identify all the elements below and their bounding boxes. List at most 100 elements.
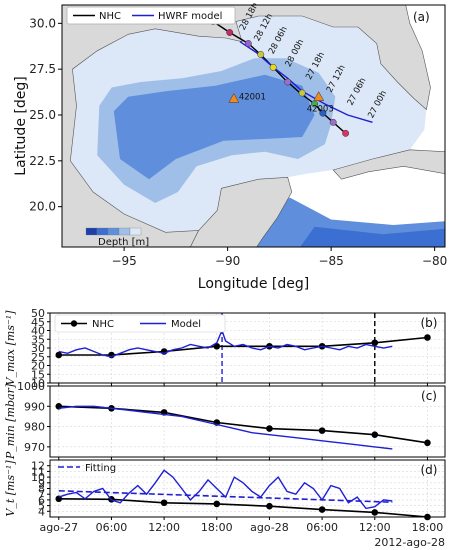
- colorbar-segment: [107, 227, 120, 236]
- buoy-label: 42001: [239, 93, 266, 103]
- buoy-marker: [228, 92, 240, 103]
- legend-b-nhc-label: NHC: [92, 319, 114, 330]
- ytick-label: 5: [38, 500, 45, 513]
- xtick-label: ago-27: [39, 521, 78, 534]
- legend-nhc-label: NHC: [99, 11, 121, 22]
- ytick-label: 6: [38, 494, 45, 507]
- xtick-label: 06:00: [96, 521, 128, 534]
- panel-label: (b): [421, 316, 438, 330]
- legend-panel-d: Fitting: [58, 463, 116, 474]
- ytick-label: 9: [38, 477, 45, 490]
- depth-label: Depth [m]: [98, 237, 149, 248]
- track-point: [298, 89, 306, 97]
- ytick-label: 970: [24, 441, 45, 454]
- track-point: [319, 109, 327, 117]
- ytick-label: 20: [31, 360, 45, 373]
- series-nhc-line: [58, 498, 428, 518]
- map-ytick-label: 22.5: [29, 154, 56, 168]
- xtick-label: ago-28: [250, 521, 289, 534]
- series-nhc-point: [371, 339, 379, 347]
- track-point: [257, 51, 265, 58]
- ytick-label: 11: [31, 465, 45, 478]
- ytick-label: 40: [31, 325, 45, 338]
- map-xtick-label: −95: [111, 254, 136, 268]
- map-ylabel: Latitude [deg]: [13, 76, 29, 175]
- colorbar-segment: [129, 227, 142, 236]
- colorbar-segment: [96, 227, 109, 236]
- series-fitting-line: [58, 490, 393, 503]
- xtick-label: 12:00: [359, 521, 391, 534]
- ytick-label: 990: [24, 400, 45, 413]
- depth-colorbar: Depth [m]: [85, 227, 149, 248]
- map-ytick-label: 27.5: [29, 62, 56, 76]
- series-nhc-line: [58, 336, 428, 356]
- land-yucatan: [190, 176, 293, 247]
- series-nhc-point: [371, 509, 379, 516]
- panel-label: (d): [421, 463, 438, 477]
- ytick-label: 50: [31, 307, 45, 320]
- ytick-label: 7: [38, 488, 45, 501]
- map-panel-label: (a): [413, 10, 430, 24]
- legend-d-fitting-label: Fitting: [85, 463, 116, 474]
- map-xlabel: Longitude [deg]: [198, 276, 309, 292]
- ytick-label: 30: [31, 342, 45, 355]
- series-nhc-point: [266, 425, 273, 432]
- ytick-label: 15: [31, 368, 45, 381]
- x-offset-label: 2012-ago-28: [374, 536, 445, 549]
- ytick-label: 10: [31, 377, 45, 390]
- xtick-label: 18:00: [412, 521, 444, 534]
- ytick-label: 12: [31, 460, 45, 473]
- track-point: [342, 129, 350, 137]
- map-ytick-label: 25.0: [29, 108, 56, 122]
- ytick-label: 25: [31, 351, 45, 364]
- legend-panel-b: NHC Model: [54, 314, 226, 333]
- cayman-trough: [300, 226, 445, 247]
- track-point: [269, 63, 277, 71]
- ytick-label: 8: [38, 483, 45, 496]
- track-point: [329, 118, 337, 126]
- map-xtick-label: −90: [215, 254, 240, 268]
- series-nhc-point: [213, 500, 221, 508]
- map-xtick-label: −85: [318, 254, 343, 268]
- legend-b-nhc-marker: [70, 320, 78, 327]
- panel-c: 970 980 990 1000 (c) P_min [mbar]: [4, 380, 446, 460]
- series-nhc-point: [160, 499, 168, 507]
- series-nhc-point: [55, 351, 63, 359]
- map-ytick-label: 20.0: [29, 200, 56, 214]
- ytick-label: 35: [31, 333, 45, 346]
- map-layers: [62, 5, 445, 247]
- panel-frame: [49, 385, 446, 458]
- series-model-line: [58, 405, 393, 450]
- map-ytick-label: 30.0: [29, 16, 56, 30]
- series-nhc-point: [424, 439, 431, 447]
- panel-ylabel: P_min [mbar]: [4, 383, 17, 460]
- panel-label: (c): [421, 389, 437, 403]
- colorbar-segment: [85, 227, 98, 236]
- xtick-label: 12:00: [148, 521, 180, 534]
- series-model-line: [58, 469, 393, 510]
- xtick-label: 06:00: [306, 521, 338, 534]
- series-model-line: [58, 328, 393, 358]
- ytick-label: 45: [31, 316, 45, 329]
- legend-b-model-label: Model: [171, 319, 201, 330]
- buoy-marker: [313, 91, 325, 101]
- legend-model-label: HWRF model: [158, 11, 222, 22]
- map-frame: [61, 4, 446, 248]
- series-nhc-point: [424, 334, 431, 341]
- ytick-label: 1000: [17, 380, 45, 393]
- track-point: [226, 29, 234, 36]
- land-cuba: [332, 149, 445, 180]
- panel-ylabel: V_t [ms⁻¹]: [4, 460, 17, 517]
- buoy-label: 42003: [307, 105, 334, 115]
- track-point: [284, 78, 292, 86]
- ytick-label: 10: [31, 471, 45, 484]
- colorbar-segment: [118, 227, 131, 236]
- panel-ylabel: V_max [ms⁻¹]: [4, 310, 17, 386]
- track-point: [244, 40, 252, 47]
- gulf-abyssal-plain: [113, 74, 315, 180]
- series-nhc-line: [58, 405, 428, 444]
- land-north-america: [62, 5, 431, 247]
- series-nhc-point: [318, 427, 326, 434]
